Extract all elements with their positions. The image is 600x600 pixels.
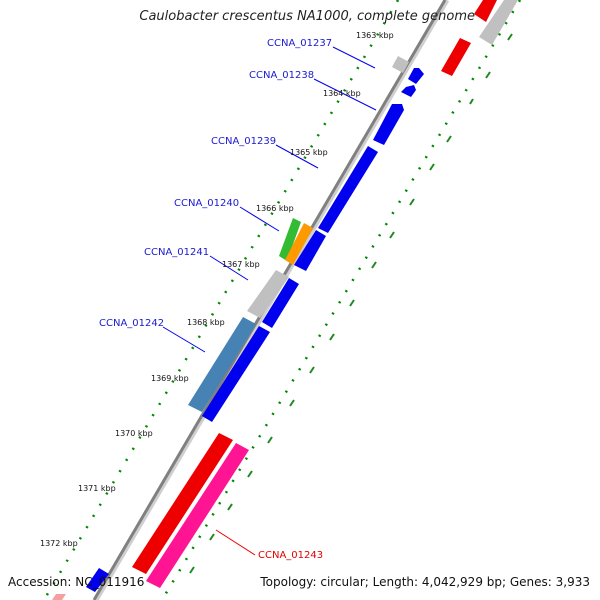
gene-feature[interactable] (392, 56, 409, 73)
gene-feature[interactable] (373, 104, 404, 145)
page-title: Caulobacter crescentus NA1000, complete … (139, 9, 475, 24)
gene-feature[interactable] (202, 326, 270, 422)
forward-strand-genes (86, 0, 518, 592)
gene-feature[interactable] (401, 85, 416, 97)
gene-label[interactable]: CCNA_01242 (99, 318, 165, 329)
tick-label: 1368 kbp (187, 318, 225, 327)
gene-feature[interactable] (285, 223, 313, 265)
genome-summary-text: Topology: circular; Length: 4,042,929 bp… (260, 575, 590, 589)
gene-feature[interactable] (279, 218, 301, 261)
gene-feature[interactable] (441, 38, 471, 76)
reverse-strand-genes (52, 38, 471, 600)
gene-label[interactable]: CCNA_01243 (258, 550, 324, 561)
minor-tick-column (189, 33, 513, 574)
gene-feature[interactable] (52, 594, 66, 600)
gene-feature[interactable] (146, 443, 249, 588)
gene-feature[interactable] (408, 68, 424, 84)
tick-label: 1364 kbp (323, 89, 361, 98)
tick-label: 1363 kbp (356, 31, 394, 40)
tick-label: 1369 kbp (151, 374, 189, 383)
gene-feature[interactable] (132, 433, 233, 574)
tick-label: 1372 kbp (40, 539, 78, 548)
gene-label[interactable]: CCNA_01241 (144, 247, 210, 258)
gene-feature[interactable] (247, 270, 289, 318)
gene-feature[interactable] (474, 0, 497, 22)
label-leader-lines (162, 46, 377, 556)
gene-label[interactable]: CCNA_01238 (249, 70, 315, 81)
tick-label: 1371 kbp (78, 484, 116, 493)
tick-label: 1365 kbp (290, 148, 328, 157)
gene-feature[interactable] (262, 278, 299, 328)
gene-feature[interactable] (318, 146, 378, 233)
gene-feature[interactable] (86, 568, 109, 592)
tick-label: 1367 kbp (222, 260, 260, 269)
gene-label[interactable]: CCNA_01240 (174, 198, 240, 209)
gene-label[interactable]: CCNA_01237 (267, 38, 333, 49)
gene-label[interactable]: CCNA_01239 (211, 136, 277, 147)
accession-text: Accession: NC_011916 (8, 575, 145, 589)
tick-label: 1370 kbp (115, 429, 153, 438)
gene-feature[interactable] (294, 230, 326, 271)
gene-feature[interactable] (188, 317, 256, 412)
tick-label: 1366 kbp (256, 204, 294, 213)
gene-feature[interactable] (479, 0, 518, 45)
